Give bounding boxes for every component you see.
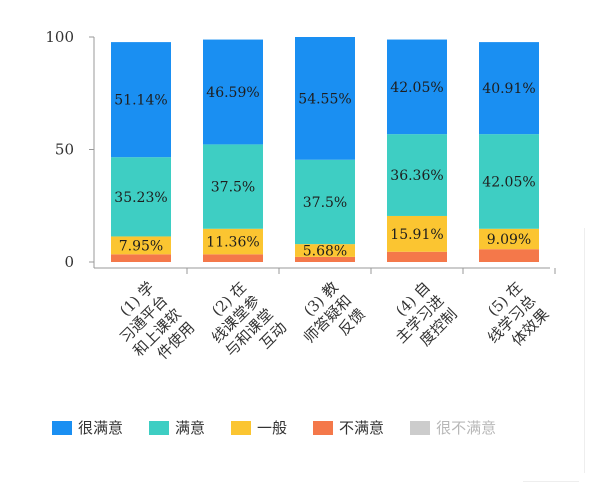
bar-segment xyxy=(387,215,447,252)
data-label: 7.95% xyxy=(119,238,163,254)
bar-segment xyxy=(203,228,263,255)
legend-swatch xyxy=(410,420,431,435)
data-label: 35.23% xyxy=(114,190,167,206)
legend-label: 一般 xyxy=(257,419,288,437)
bar-segment xyxy=(295,244,355,257)
bar-segment xyxy=(479,42,539,135)
frame-edge-line xyxy=(523,481,579,482)
chart-legend: 很满意 满意 一般 不满意 很不满意 xyxy=(52,417,522,438)
data-label: 36.36% xyxy=(390,168,443,184)
data-label: 37.5% xyxy=(211,180,255,196)
legend-label: 很满意 xyxy=(78,419,124,437)
data-label: 9.09% xyxy=(487,232,531,248)
bar-segment xyxy=(479,249,539,262)
data-label: 11.36% xyxy=(206,235,259,251)
legend-swatch xyxy=(313,420,334,435)
bar-segment xyxy=(387,251,447,262)
data-label: 46.59% xyxy=(206,85,259,101)
bar-segment xyxy=(203,144,263,229)
data-label: 51.14% xyxy=(114,93,167,109)
legend-item-satisfied[interactable]: 满意 xyxy=(149,417,205,438)
bar-segment xyxy=(111,42,171,158)
data-label: 54.55% xyxy=(298,91,351,107)
bar-segment xyxy=(295,159,355,245)
bar-segment xyxy=(479,134,539,229)
legend-item-dissatisfied[interactable]: 不满意 xyxy=(313,417,384,438)
legend-item-very-satisfied[interactable]: 很满意 xyxy=(52,417,123,438)
y-tick-label: 0 xyxy=(64,253,74,271)
legend-swatch xyxy=(231,420,252,435)
bar-segment xyxy=(111,236,171,255)
bar-segment xyxy=(203,39,263,145)
legend-swatch xyxy=(149,420,170,435)
legend-label: 满意 xyxy=(175,419,206,437)
data-label: 40.91% xyxy=(482,81,535,97)
bar-segment xyxy=(479,228,539,250)
bar-segment xyxy=(111,157,171,237)
bar-segment xyxy=(387,39,447,135)
legend-label: 很不满意 xyxy=(436,419,497,437)
data-label: 42.05% xyxy=(390,80,443,96)
legend-swatch xyxy=(52,420,72,435)
data-label: 5.68% xyxy=(303,244,347,260)
data-label: 15.91% xyxy=(390,227,443,243)
bar-segment xyxy=(295,256,355,262)
data-label: 42.05% xyxy=(482,174,535,190)
bar-segment xyxy=(387,134,447,216)
bar-segment xyxy=(295,37,355,160)
bar-segment xyxy=(203,254,263,262)
legend-label: 不满意 xyxy=(339,419,385,437)
legend-item-very-dissatisfied[interactable]: 很不满意 xyxy=(410,417,496,438)
bar-segment xyxy=(111,254,171,262)
frame-edge-line xyxy=(584,228,585,473)
data-label: 37.5% xyxy=(303,195,347,211)
legend-item-neutral[interactable]: 一般 xyxy=(231,417,287,438)
y-tick-label: 100 xyxy=(45,28,74,46)
y-tick-label: 50 xyxy=(55,141,74,159)
